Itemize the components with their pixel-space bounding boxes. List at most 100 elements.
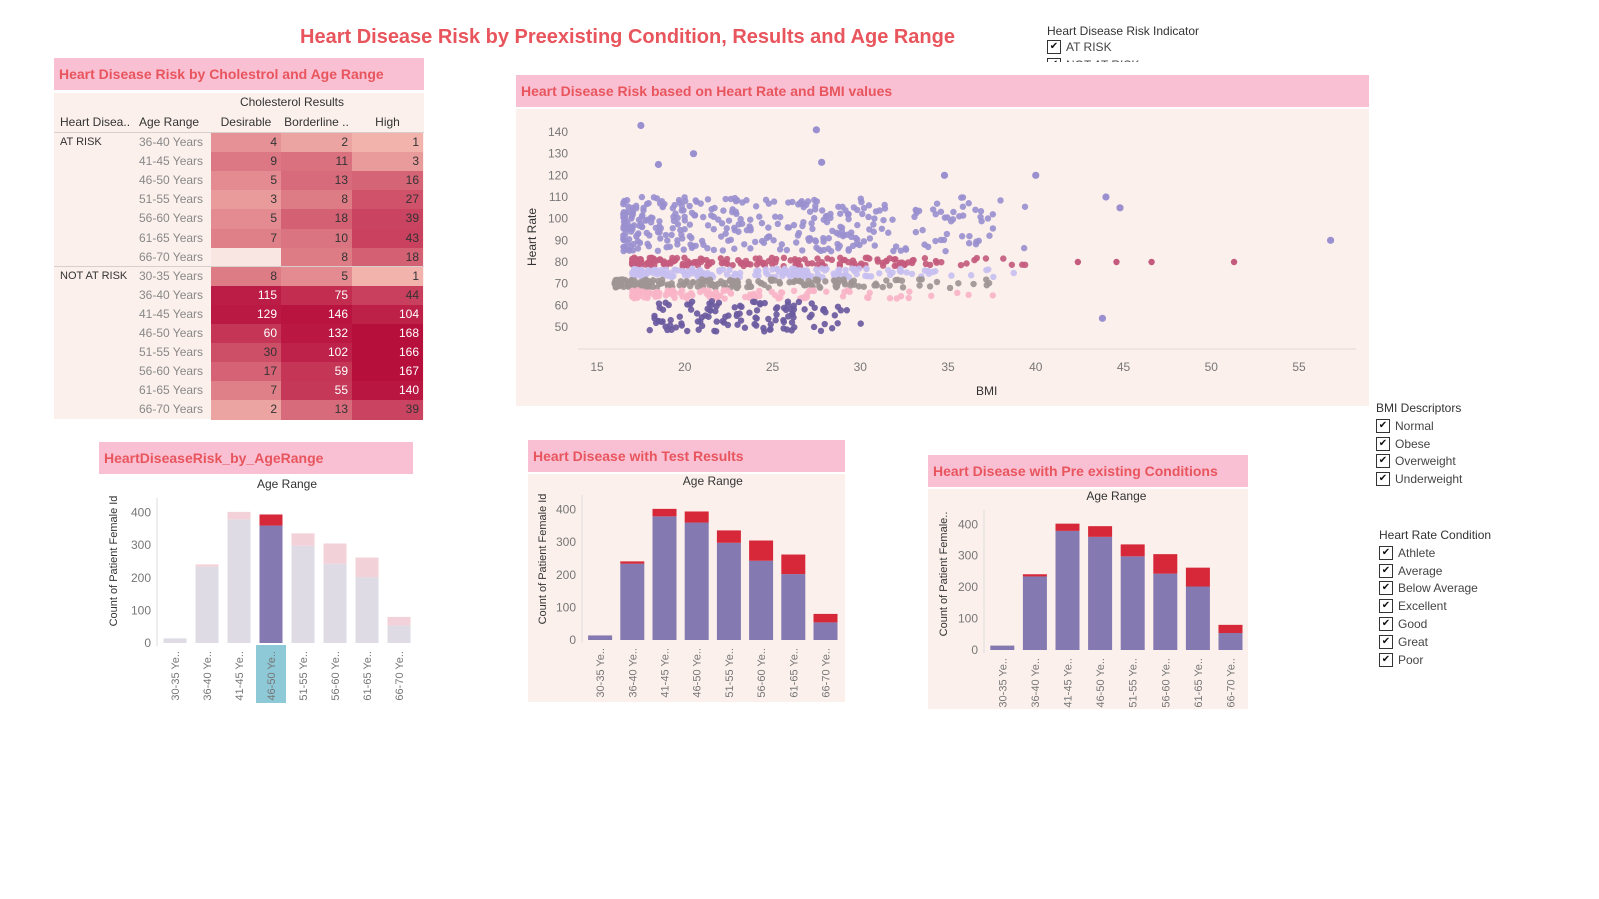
bar-not-at-risk[interactable] <box>195 566 219 643</box>
checkbox-checked-icon[interactable]: ✔ <box>1379 617 1393 632</box>
scatter-point[interactable] <box>772 317 779 324</box>
scatter-point[interactable] <box>948 272 955 279</box>
scatter-point[interactable] <box>732 278 739 286</box>
scatter-point[interactable] <box>635 230 642 237</box>
scatter-point[interactable] <box>747 245 754 252</box>
scatter-point[interactable] <box>645 243 653 250</box>
scatter-point[interactable] <box>648 254 655 262</box>
scatter-point[interactable] <box>766 326 774 333</box>
scatter-point[interactable] <box>753 267 760 275</box>
scatter-point[interactable] <box>977 208 985 215</box>
scatter-point[interactable] <box>691 212 699 219</box>
bar-at-risk[interactable] <box>1218 624 1243 634</box>
scatter-point[interactable] <box>860 283 868 290</box>
bar-not-at-risk[interactable] <box>652 516 677 640</box>
scatter-point[interactable] <box>1032 171 1040 179</box>
scatter-point[interactable] <box>908 270 916 278</box>
bar-not-at-risk[interactable] <box>684 522 709 640</box>
bar-pre-chart[interactable]: Age Range Count of Patient Female.. 0 100 20… <box>928 489 1248 709</box>
scatter-point[interactable] <box>803 281 810 289</box>
scatter-point[interactable] <box>723 225 730 232</box>
scatter-point[interactable] <box>794 232 802 239</box>
scatter-point[interactable] <box>744 283 751 291</box>
checkbox-checked-icon[interactable]: ✔ <box>1379 599 1393 614</box>
scatter-point[interactable] <box>834 303 842 310</box>
scatter-point[interactable] <box>989 225 997 232</box>
scatter-point[interactable] <box>677 226 684 234</box>
bar-not-at-risk[interactable] <box>387 625 411 643</box>
scatter-point[interactable] <box>751 238 759 246</box>
scatter-point[interactable] <box>783 326 791 333</box>
scatter-point[interactable] <box>839 293 847 300</box>
scatter-point[interactable] <box>898 259 906 266</box>
scatter-point[interactable] <box>735 256 742 264</box>
scatter-point[interactable] <box>1021 203 1029 210</box>
scatter-point[interactable] <box>839 203 846 211</box>
scatter-point[interactable] <box>747 216 754 223</box>
scatter-point[interactable] <box>666 322 674 329</box>
scatter-point[interactable] <box>780 254 788 262</box>
scatter-point[interactable] <box>903 269 910 276</box>
bar-at-risk[interactable] <box>355 557 379 578</box>
scatter-point[interactable] <box>753 322 760 329</box>
scatter-point[interactable] <box>833 229 840 237</box>
scatter-point[interactable] <box>775 295 782 302</box>
scatter-point[interactable] <box>664 237 671 244</box>
bar-not-at-risk[interactable] <box>749 560 774 640</box>
scatter-point[interactable] <box>669 254 676 262</box>
scatter-point[interactable] <box>738 303 745 311</box>
scatter-point[interactable] <box>921 255 929 262</box>
bar-at-risk[interactable] <box>1185 567 1210 587</box>
scatter-point[interactable] <box>756 213 763 220</box>
scatter-point[interactable] <box>621 236 628 243</box>
scatter-point[interactable] <box>753 315 760 322</box>
scatter-point[interactable] <box>727 236 735 244</box>
scatter-point[interactable] <box>763 234 771 242</box>
scatter-point[interactable] <box>860 238 868 245</box>
scatter-point[interactable] <box>1326 236 1335 244</box>
scatter-point[interactable] <box>897 265 904 273</box>
scatter-point[interactable] <box>649 214 656 222</box>
scatter-point[interactable] <box>638 213 646 220</box>
scatter-point[interactable] <box>881 201 888 209</box>
scatter-point[interactable] <box>906 288 913 295</box>
scatter-point[interactable] <box>812 126 820 134</box>
scatter-point[interactable] <box>784 301 792 308</box>
scatter-point[interactable] <box>872 208 880 215</box>
scatter-point[interactable] <box>800 294 808 301</box>
scatter-point[interactable] <box>743 197 750 204</box>
scatter-point[interactable] <box>669 225 676 232</box>
scatter-point[interactable] <box>866 235 874 242</box>
scatter-point[interactable] <box>658 197 666 205</box>
scatter-point[interactable] <box>686 202 693 210</box>
scatter-point[interactable] <box>892 255 899 263</box>
scatter-point[interactable] <box>755 272 762 280</box>
scatter-point[interactable] <box>630 265 638 273</box>
scatter-point[interactable] <box>811 304 818 311</box>
scatter-point[interactable] <box>966 232 973 240</box>
scatter-point[interactable] <box>858 198 865 206</box>
scatter-point[interactable] <box>940 171 949 179</box>
scatter-point[interactable] <box>913 207 920 215</box>
scatter-point[interactable] <box>713 318 720 325</box>
scatter-point[interactable] <box>1116 204 1124 212</box>
scatter-point[interactable] <box>727 277 734 285</box>
scatter-point[interactable] <box>828 325 836 332</box>
scatter-point[interactable] <box>885 229 892 236</box>
bar-not-at-risk[interactable] <box>716 542 741 640</box>
bar-not-at-risk[interactable] <box>227 519 251 643</box>
scatter-point[interactable] <box>778 289 785 296</box>
scatter-point[interactable] <box>732 208 739 215</box>
scatter-point[interactable] <box>886 282 893 289</box>
scatter-point[interactable] <box>810 323 818 331</box>
scatter-point[interactable] <box>771 213 779 220</box>
scatter-point[interactable] <box>737 215 744 223</box>
bar-not-at-risk[interactable] <box>1185 586 1210 650</box>
scatter-point[interactable] <box>727 195 735 203</box>
scatter-point[interactable] <box>724 260 731 268</box>
scatter-point[interactable] <box>932 267 939 275</box>
scatter-point[interactable] <box>659 202 667 210</box>
scatter-point[interactable] <box>790 221 798 229</box>
scatter-point[interactable] <box>725 217 733 224</box>
scatter-point[interactable] <box>905 294 912 302</box>
